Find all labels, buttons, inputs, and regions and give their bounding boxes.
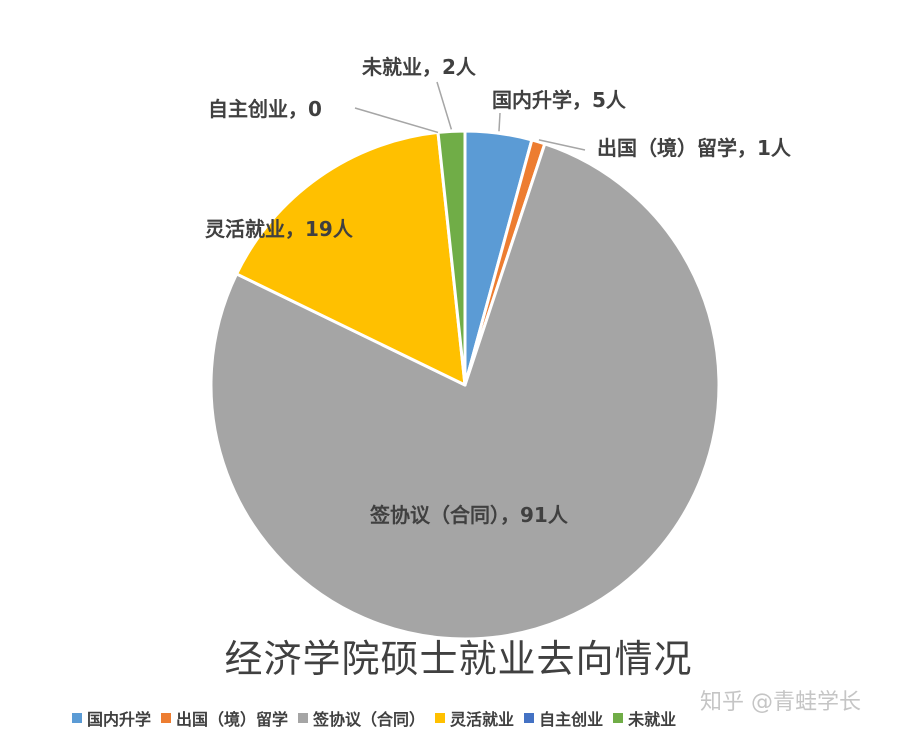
chart-title: 经济学院硕士就业去向情况 xyxy=(224,637,693,681)
legend-swatch xyxy=(161,713,172,723)
legend-label: 签协议（合同） xyxy=(313,710,426,729)
legend-item-unemployed: 未就业 xyxy=(613,706,676,730)
legend: 国内升学 出国（境）留学 签协议（合同） 灵活就业 自主创业 未就业 xyxy=(72,706,676,730)
data-label-domestic-study: 国内升学，5人 xyxy=(492,88,627,112)
legend-swatch xyxy=(298,713,309,723)
leader-line-study-abroad xyxy=(538,139,586,151)
leader-line-self-employment xyxy=(354,107,439,134)
legend-label: 出国（境）留学 xyxy=(176,710,289,729)
leader-line-unemployed xyxy=(436,81,453,130)
pie-slice-flexible-employment xyxy=(235,130,467,387)
watermark: 知乎 @青蛙学长 xyxy=(700,690,861,715)
legend-swatch xyxy=(613,713,624,723)
data-label-self-employment: 自主创业，0 xyxy=(208,97,322,121)
legend-label: 自主创业 xyxy=(539,710,604,729)
legend-item-flexible-employment: 灵活就业 xyxy=(435,706,514,730)
legend-item-self-employment: 自主创业 xyxy=(524,706,603,730)
data-label-study-abroad: 出国（境）留学，1人 xyxy=(597,136,792,160)
legend-label: 灵活就业 xyxy=(450,710,515,729)
legend-item-domestic-study: 国内升学 xyxy=(72,706,151,730)
data-label-unemployed: 未就业，2人 xyxy=(362,55,477,79)
legend-label: 国内升学 xyxy=(87,710,152,729)
legend-swatch xyxy=(524,713,535,723)
leader-line-domestic-study xyxy=(498,112,501,132)
data-label-flexible-employment: 灵活就业，19人 xyxy=(205,217,354,241)
legend-swatch xyxy=(435,713,446,723)
pie-slice-unemployed xyxy=(436,129,467,387)
pie-slice-signed-contract xyxy=(209,142,721,641)
data-label-signed-contract: 签协议（合同），91人 xyxy=(369,503,569,527)
legend-label: 未就业 xyxy=(628,710,677,729)
legend-item-study-abroad: 出国（境）留学 xyxy=(161,706,288,730)
legend-item-signed-contract: 签协议（合同） xyxy=(298,706,425,730)
legend-swatch xyxy=(72,713,82,723)
